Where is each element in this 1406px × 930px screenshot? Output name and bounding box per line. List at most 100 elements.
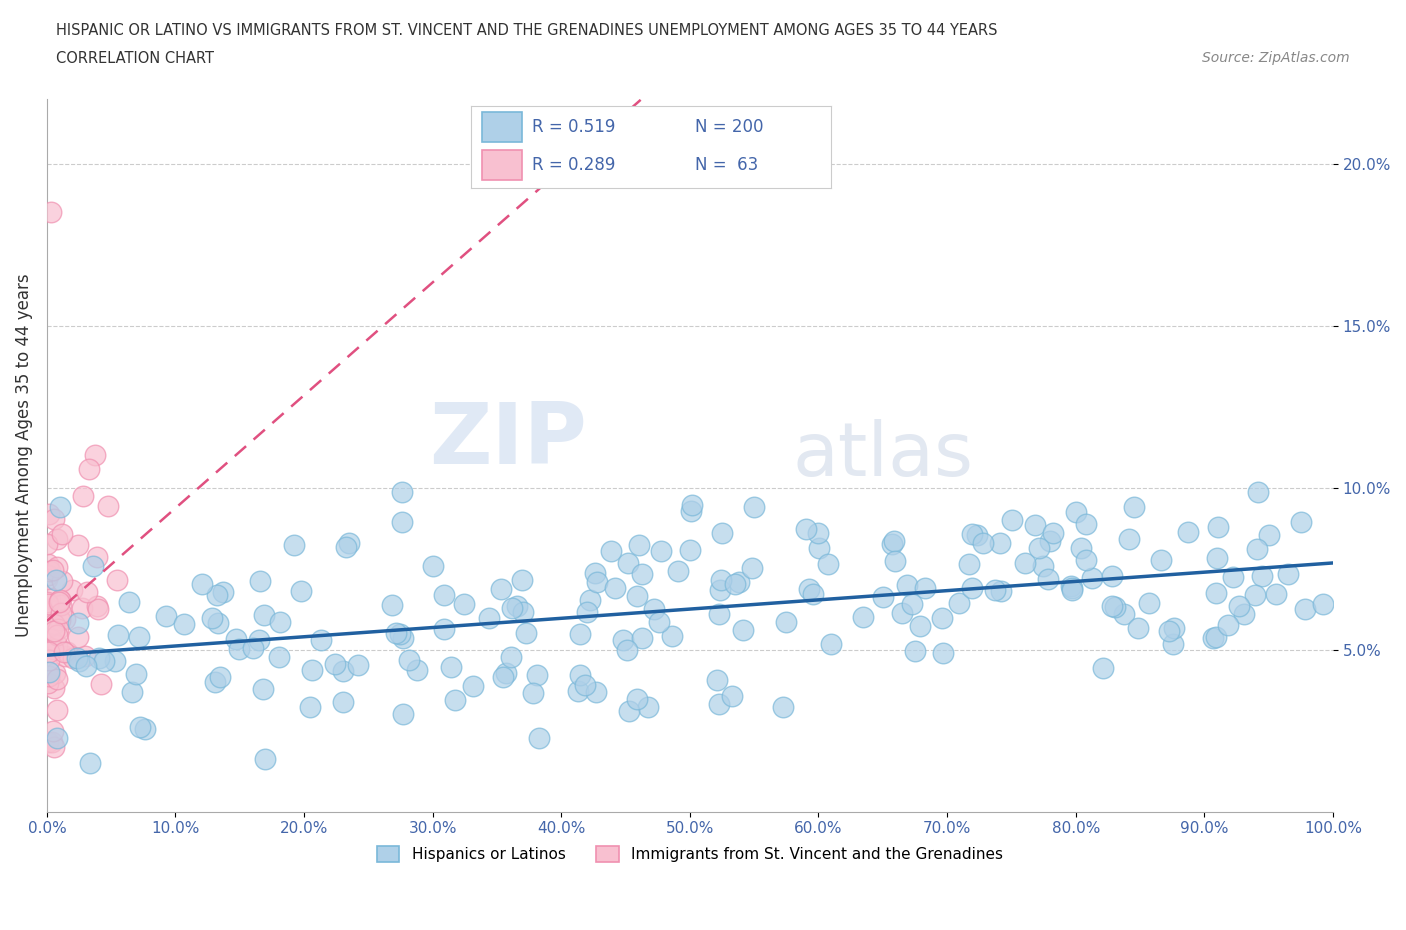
- Point: [46, 671, 69, 686]
- Point: [311, 632, 333, 647]
- Point: [904, 644, 927, 658]
- Point: [391, 515, 413, 530]
- Point: [55, 649, 77, 664]
- Y-axis label: Unemployment Among Ages 35 to 44 years: Unemployment Among Ages 35 to 44 years: [15, 273, 32, 637]
- Point: [808, 540, 831, 555]
- Point: [901, 597, 924, 612]
- Point: [579, 592, 602, 607]
- Point: [82, 558, 104, 573]
- Point: [84, 448, 107, 463]
- Point: [988, 536, 1011, 551]
- Point: [631, 631, 654, 645]
- Point: [75, 658, 97, 673]
- Point: [37, 675, 59, 690]
- Point: [574, 678, 596, 693]
- Point: [207, 616, 229, 631]
- Point: [1205, 551, 1227, 565]
- Point: [914, 580, 936, 595]
- Point: [38, 653, 60, 668]
- Point: [77, 461, 100, 476]
- Point: [38, 507, 60, 522]
- Point: [1150, 553, 1173, 568]
- Point: [1114, 606, 1136, 621]
- Point: [707, 697, 730, 711]
- Point: [681, 498, 703, 512]
- Point: [1091, 660, 1114, 675]
- Point: [337, 536, 360, 551]
- Point: [66, 616, 89, 631]
- Point: [35, 537, 58, 551]
- Point: [381, 598, 404, 613]
- Point: [385, 625, 408, 640]
- Point: [49, 499, 72, 514]
- Point: [453, 596, 475, 611]
- Point: [489, 581, 512, 596]
- Point: [506, 599, 529, 614]
- Point: [39, 564, 62, 578]
- Point: [797, 582, 820, 597]
- Point: [86, 550, 108, 565]
- Point: [948, 595, 970, 610]
- Point: [603, 580, 626, 595]
- Point: [398, 653, 420, 668]
- Point: [626, 589, 648, 604]
- Point: [249, 573, 271, 588]
- Point: [60, 582, 83, 597]
- Point: [512, 605, 534, 620]
- Point: [1201, 631, 1223, 645]
- Text: ZIP: ZIP: [429, 400, 588, 483]
- Point: [433, 588, 456, 603]
- Text: Source: ZipAtlas.com: Source: ZipAtlas.com: [1202, 51, 1350, 65]
- Point: [66, 629, 89, 644]
- Point: [1289, 514, 1312, 529]
- Point: [710, 573, 733, 588]
- Point: [1060, 578, 1083, 593]
- Point: [1042, 525, 1064, 540]
- Point: [883, 534, 905, 549]
- Point: [619, 704, 641, 719]
- Point: [42, 724, 65, 738]
- Point: [38, 669, 60, 684]
- Point: [301, 662, 323, 677]
- Point: [39, 205, 62, 219]
- Point: [388, 627, 411, 642]
- Point: [801, 587, 824, 602]
- Point: [191, 577, 214, 591]
- Point: [97, 498, 120, 513]
- Point: [45, 560, 67, 575]
- Point: [105, 573, 128, 588]
- Point: [1028, 540, 1050, 555]
- Point: [44, 739, 66, 754]
- Point: [1104, 600, 1126, 615]
- Point: [728, 575, 751, 590]
- Point: [628, 538, 651, 552]
- Point: [48, 595, 70, 610]
- Point: [882, 536, 904, 551]
- Point: [107, 627, 129, 642]
- Point: [56, 644, 79, 659]
- Point: [666, 563, 689, 578]
- Point: [41, 735, 63, 750]
- Point: [733, 622, 755, 637]
- Point: [90, 676, 112, 691]
- Point: [392, 707, 415, 722]
- Point: [966, 527, 988, 542]
- Text: HISPANIC OR LATINO VS IMMIGRANTS FROM ST. VINCENT AND THE GRENADINES UNEMPLOYMEN: HISPANIC OR LATINO VS IMMIGRANTS FROM ST…: [56, 23, 998, 38]
- Point: [201, 610, 224, 625]
- Point: [583, 565, 606, 580]
- Point: [76, 585, 98, 600]
- Point: [51, 598, 73, 613]
- Point: [706, 672, 728, 687]
- Point: [721, 688, 744, 703]
- Point: [86, 598, 108, 613]
- Point: [1206, 520, 1229, 535]
- Point: [46, 730, 69, 745]
- Point: [1060, 581, 1083, 596]
- Point: [125, 666, 148, 681]
- Point: [67, 538, 90, 552]
- Point: [44, 512, 66, 526]
- Point: [1159, 624, 1181, 639]
- Point: [492, 670, 515, 684]
- Point: [346, 658, 368, 672]
- Point: [51, 526, 73, 541]
